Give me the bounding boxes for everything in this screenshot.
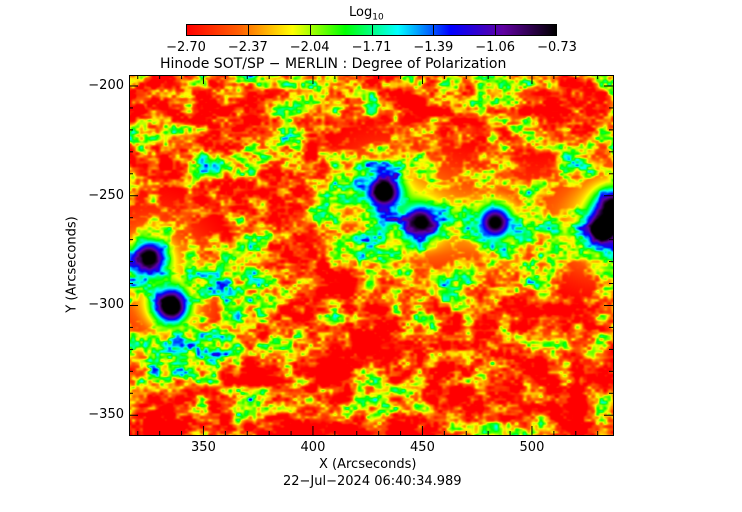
- x-axis-label: X (Arcseconds): [319, 457, 417, 472]
- colorbar-tick: [433, 24, 435, 36]
- x-tick-label: 500: [519, 440, 545, 455]
- colorbar-tick-label: −2.70: [166, 40, 206, 55]
- y-tick-label: −200: [88, 77, 124, 93]
- colorbar-tick-label: −1.39: [413, 40, 454, 55]
- colorbar-tick-label: −0.73: [537, 40, 577, 55]
- colorbar-tick-label: −2.37: [227, 40, 268, 55]
- y-axis-label: Y (Arcseconds): [64, 216, 80, 313]
- colorbar-tick-label: −2.04: [289, 40, 330, 55]
- y-tick-label: −350: [88, 407, 124, 423]
- plot-frame: [129, 75, 614, 436]
- y-tick-label: −300: [88, 297, 124, 313]
- colorbar-tick: [309, 24, 311, 36]
- chart-title: Hinode SOT/SP − MERLIN : Degree of Polar…: [160, 56, 507, 72]
- timestamp: 22−Jul−2024 06:40:34.989: [283, 474, 462, 489]
- colorbar-tick: [495, 24, 497, 36]
- x-tick-label: 350: [191, 440, 216, 455]
- colorbar-tick: [371, 24, 373, 36]
- colorbar-label: Log10: [349, 5, 384, 23]
- colorbar-tick: [247, 24, 249, 36]
- colorbar-tick-label: −1.06: [475, 40, 516, 55]
- y-tick-label: −250: [88, 187, 124, 203]
- x-tick-label: 450: [410, 440, 435, 455]
- polarization-heatmap: [129, 75, 613, 435]
- colorbar-tick-label: −1.71: [351, 40, 392, 55]
- x-tick-label: 400: [300, 440, 326, 455]
